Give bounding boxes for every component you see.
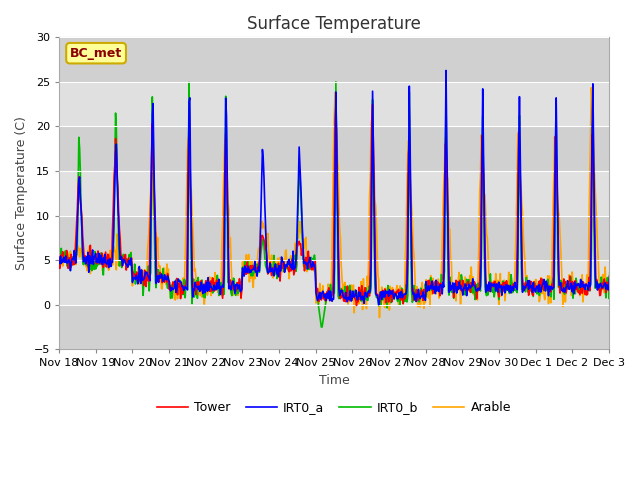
IRT0_a	[55, 261, 63, 266]
Tower	[415, 293, 422, 299]
X-axis label: Time: Time	[319, 374, 349, 387]
IRT0_b	[232, 292, 239, 298]
Arable	[414, 304, 422, 310]
IRT0_b	[283, 266, 291, 272]
Arable	[447, 256, 454, 262]
Arable	[55, 262, 63, 268]
IRT0_a	[375, 302, 383, 308]
IRT0_b	[415, 291, 422, 297]
Tower	[124, 257, 132, 263]
IRT0_b	[124, 257, 132, 263]
Arable	[232, 289, 239, 295]
IRT0_b	[332, 79, 340, 84]
Bar	[59, 82, 609, 126]
IRT0_a	[283, 264, 291, 270]
Title: Surface Temperature: Surface Temperature	[247, 15, 421, 33]
Arable	[376, 315, 383, 321]
Line: Tower: Tower	[59, 104, 640, 305]
Tower	[232, 288, 239, 294]
Text: BC_met: BC_met	[70, 47, 122, 60]
Arable	[283, 264, 291, 270]
Tower	[55, 256, 63, 262]
Bar	[59, 171, 609, 216]
IRT0_a	[261, 200, 269, 206]
Line: IRT0_a: IRT0_a	[59, 71, 640, 305]
Bar	[59, 216, 609, 260]
Bar	[59, 305, 609, 349]
IRT0_a	[124, 264, 132, 270]
Tower	[369, 101, 376, 107]
IRT0_b	[55, 254, 63, 260]
Tower	[447, 283, 455, 288]
Bar	[59, 37, 609, 82]
IRT0_b	[317, 324, 325, 330]
Y-axis label: Surface Temperature (C): Surface Temperature (C)	[15, 116, 28, 270]
IRT0_b	[447, 289, 455, 295]
Arable	[124, 258, 132, 264]
Line: IRT0_b: IRT0_b	[59, 82, 640, 327]
Legend: Tower, IRT0_a, IRT0_b, Arable: Tower, IRT0_a, IRT0_b, Arable	[152, 396, 516, 419]
IRT0_a	[232, 282, 239, 288]
Tower	[283, 262, 291, 267]
IRT0_a	[414, 294, 422, 300]
IRT0_a	[442, 68, 450, 73]
Tower	[353, 302, 360, 308]
IRT0_a	[447, 283, 455, 289]
IRT0_b	[261, 253, 269, 259]
Arable	[588, 85, 595, 91]
Bar	[59, 260, 609, 305]
Tower	[261, 240, 269, 246]
Line: Arable: Arable	[59, 88, 640, 318]
Bar	[59, 126, 609, 171]
Arable	[261, 225, 269, 230]
